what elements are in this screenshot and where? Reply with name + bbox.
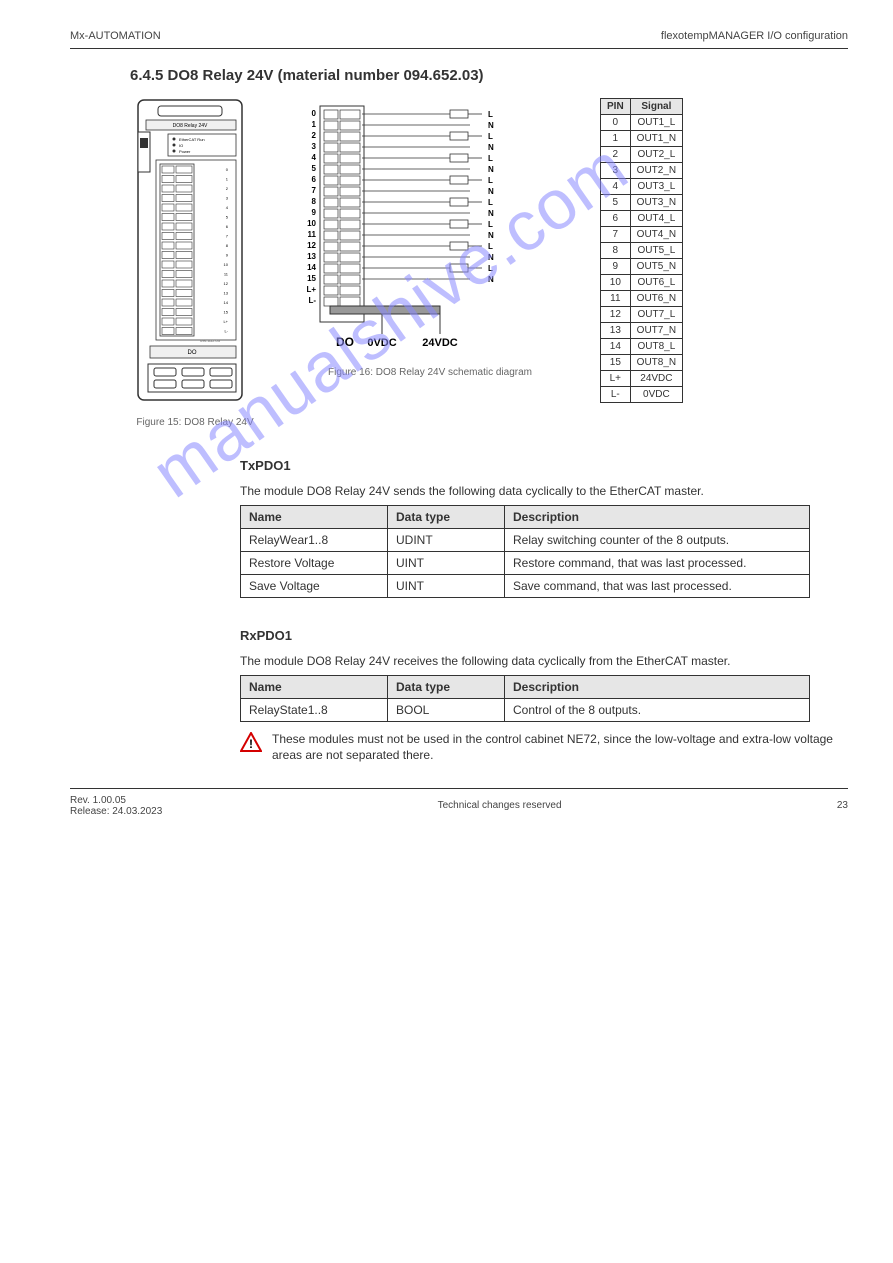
figure-row: DO8 Relay 24V EtherCAT Run IO Power 0123… [130, 98, 848, 428]
pin-signal-block: PIN Signal 0OUT1_L1OUT1_N2OUT2_L3OUT2_N4… [600, 98, 683, 403]
header-rule [70, 48, 848, 49]
table-row: 6OUT4_L [601, 211, 683, 227]
svg-text:14: 14 [224, 300, 229, 305]
svg-text:12: 12 [224, 281, 229, 286]
table-row: Save VoltageUINTSave command, that was l… [241, 575, 810, 598]
svg-text:10: 10 [224, 262, 229, 267]
header-section: flexotempMANAGER I/O configuration [661, 30, 848, 42]
module-face-title: DO8 Relay 24V [173, 123, 208, 129]
footer-rule [70, 788, 848, 789]
svg-text:15: 15 [307, 274, 316, 283]
svg-text:N: N [488, 231, 494, 240]
table-row: 0OUT1_L [601, 115, 683, 131]
module-svg: DO8 Relay 24V EtherCAT Run IO Power 0123… [130, 98, 250, 408]
svg-text:5: 5 [312, 164, 317, 173]
txpdo-heading: TxPDO1 [240, 458, 848, 473]
svg-text:6: 6 [312, 175, 317, 184]
warning-icon: ! [240, 732, 262, 763]
svg-text:L+: L+ [306, 285, 316, 294]
svg-text:L: L [488, 242, 493, 251]
svg-text:N: N [488, 165, 494, 174]
svg-text:12: 12 [307, 241, 316, 250]
svg-text:DO: DO [336, 335, 354, 349]
warning-row: ! These modules must not be used in the … [240, 732, 840, 763]
pin-signal-table: PIN Signal 0OUT1_L1OUT1_N2OUT2_L3OUT2_N4… [600, 98, 683, 403]
header-doc: Mx-AUTOMATION [70, 30, 161, 42]
section-title: 6.4.5 DO8 Relay 24V (material number 094… [130, 67, 848, 84]
table-row: RelayState1..8BOOLControl of the 8 outpu… [241, 699, 810, 722]
schematic-svg: 0 L 1 N 2 L 3 N 4 L 5 N 6 L 7 N 8 L 9 N 10 L 11 N 12 L 13 N 14 L 15 N L+… [300, 98, 560, 358]
svg-text:N: N [488, 253, 494, 262]
svg-text:L: L [488, 110, 493, 119]
table-row: 11OUT6_N [601, 291, 683, 307]
svg-text:3: 3 [312, 142, 317, 151]
svg-text:10: 10 [307, 219, 316, 228]
pin-th-pin: PIN [601, 99, 631, 115]
svg-text:13: 13 [224, 291, 229, 296]
svg-text:Power: Power [179, 149, 191, 154]
svg-text:7: 7 [312, 186, 317, 195]
rxpdo-para: The module DO8 Relay 24V receives the fo… [240, 653, 840, 669]
warning-text: These modules must not be used in the co… [272, 732, 840, 763]
svg-text:N: N [488, 209, 494, 218]
schematic-caption: Figure 16: DO8 Relay 24V schematic diagr… [300, 367, 560, 378]
table-row: 5OUT3_N [601, 195, 683, 211]
svg-text:8: 8 [312, 197, 317, 206]
svg-text:14: 14 [307, 263, 316, 272]
svg-text:15: 15 [224, 310, 229, 315]
svg-text:0VDC: 0VDC [367, 337, 396, 349]
svg-text:L: L [488, 154, 493, 163]
rxpdo-heading: RxPDO1 [240, 628, 848, 643]
svg-text:DO: DO [188, 350, 197, 356]
svg-text:L: L [488, 198, 493, 207]
pin-th-sig: Signal [630, 99, 682, 115]
svg-text:L: L [488, 264, 493, 273]
svg-text:EtherCAT Run: EtherCAT Run [179, 137, 205, 142]
svg-text:L-: L- [308, 296, 316, 305]
table-row: 10OUT6_L [601, 275, 683, 291]
schematic-diagram: 0 L 1 N 2 L 3 N 4 L 5 N 6 L 7 N 8 L 9 N 10 L 11 N 12 L 13 N 14 L 15 N L+… [300, 98, 560, 378]
table-row: Restore VoltageUINTRestore command, that… [241, 552, 810, 575]
svg-text:11: 11 [308, 230, 317, 239]
svg-text:IO: IO [179, 143, 183, 148]
svg-text:1: 1 [312, 120, 317, 129]
svg-text:0: 0 [312, 109, 317, 118]
svg-text:N: N [488, 275, 494, 284]
svg-text:24VDC: 24VDC [422, 337, 458, 349]
table-row: 13OUT7_N [601, 323, 683, 339]
table-row: L-0VDC [601, 387, 683, 403]
table-row: 8OUT5_L [601, 243, 683, 259]
svg-text:L: L [488, 132, 493, 141]
page-header: Mx-AUTOMATION flexotempMANAGER I/O confi… [70, 30, 848, 42]
table-row: 12OUT7_L [601, 307, 683, 323]
table-row: 14OUT8_L [601, 339, 683, 355]
table-row: RelayWear1..8UDINTRelay switching counte… [241, 529, 810, 552]
txpdo-para: The module DO8 Relay 24V sends the follo… [240, 483, 840, 499]
table-row: 15OUT8_N [601, 355, 683, 371]
table-row: 1OUT1_N [601, 131, 683, 147]
svg-text:094.652.03: 094.652.03 [200, 338, 221, 343]
table-row: L+24VDC [601, 371, 683, 387]
table-row: 9OUT5_N [601, 259, 683, 275]
txpdo-table: Name Data type Description RelayWear1..8… [240, 505, 810, 598]
svg-text:N: N [488, 121, 494, 130]
rxpdo-table: Name Data type Description RelayState1..… [240, 675, 810, 722]
svg-text:N: N [488, 143, 494, 152]
table-row: 4OUT3_L [601, 179, 683, 195]
svg-text:L: L [488, 220, 493, 229]
svg-text:L: L [488, 176, 493, 185]
table-row: 7OUT4_N [601, 227, 683, 243]
svg-text:!: ! [249, 737, 253, 751]
svg-text:L+: L+ [223, 319, 228, 324]
svg-text:4: 4 [312, 153, 317, 162]
svg-text:2: 2 [312, 131, 317, 140]
table-row: 3OUT2_N [601, 163, 683, 179]
module-figure: DO8 Relay 24V EtherCAT Run IO Power 0123… [130, 98, 260, 428]
figure-caption: Figure 15: DO8 Relay 24V [130, 417, 260, 428]
svg-text:9: 9 [312, 208, 317, 217]
page-footer: Rev. 1.00.05Release: 24.03.2023 Technica… [70, 795, 848, 817]
svg-text:N: N [488, 187, 494, 196]
svg-text:13: 13 [307, 252, 316, 261]
table-row: 2OUT2_L [601, 147, 683, 163]
